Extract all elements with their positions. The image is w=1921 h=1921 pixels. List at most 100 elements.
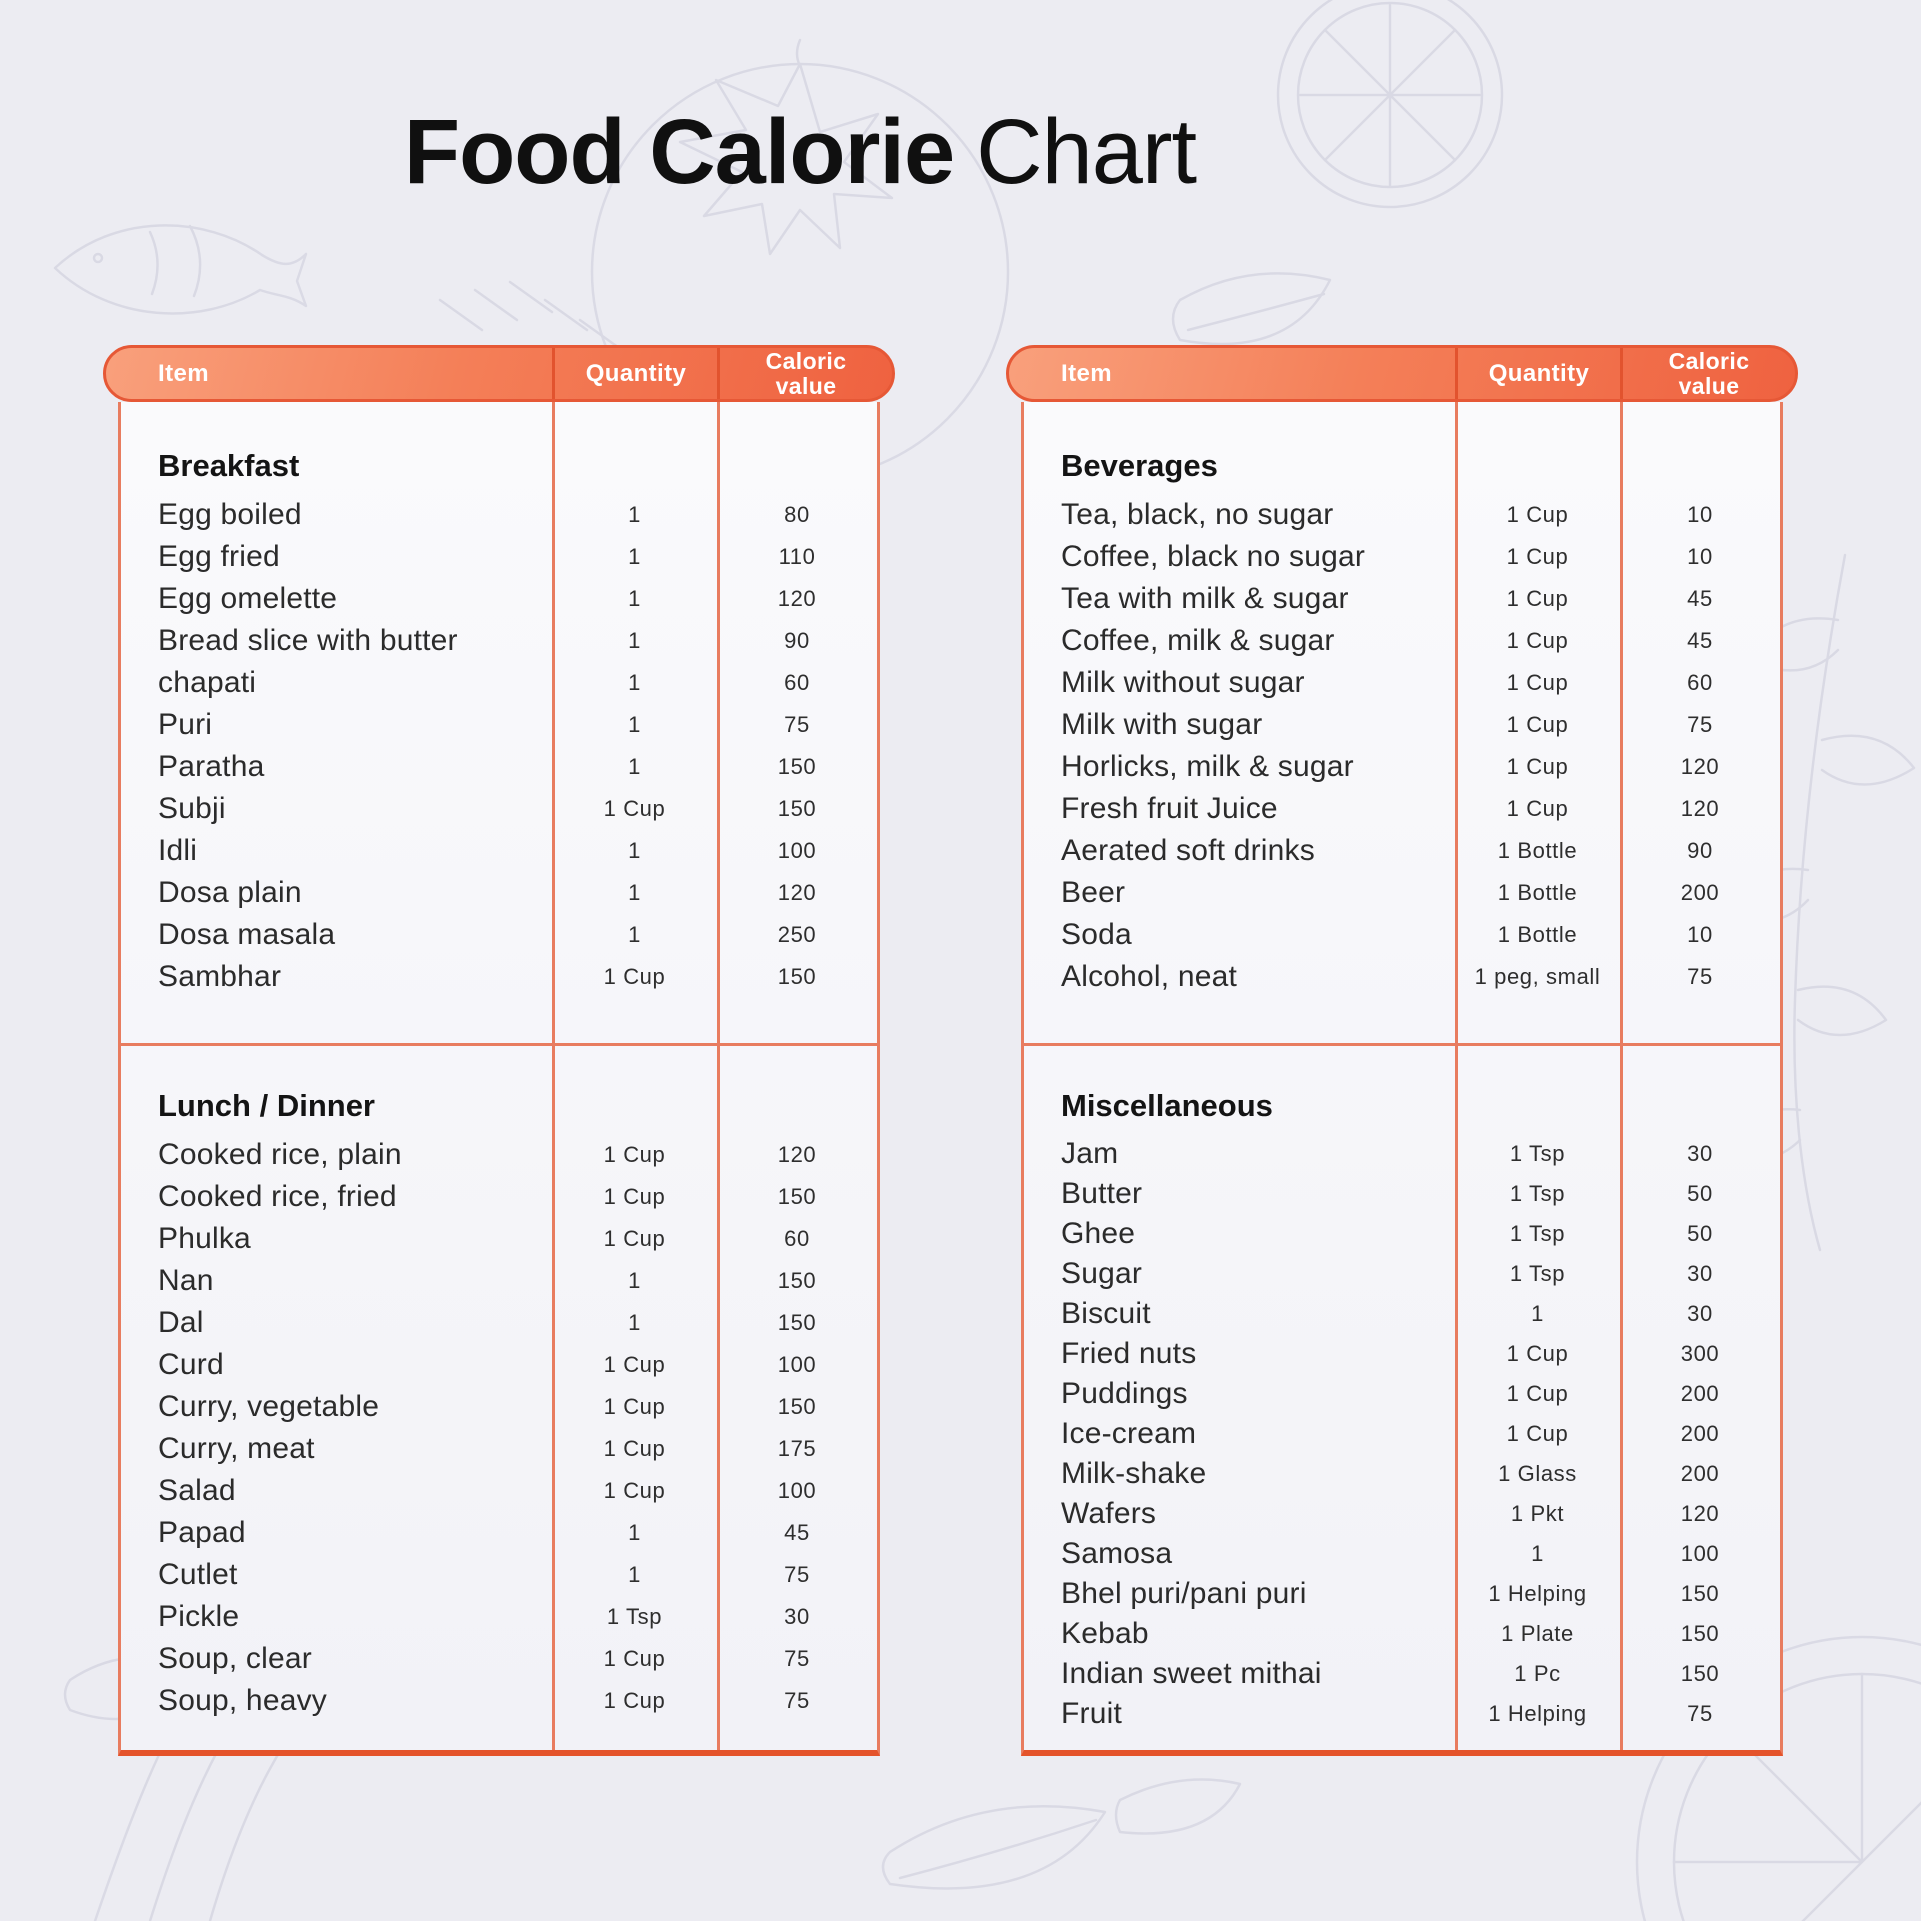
- caloric-value-cell: 120: [1680, 1501, 1720, 1526]
- quantity-cell: 1: [1531, 1541, 1544, 1566]
- column-header-quantity: Quantity: [1455, 348, 1620, 399]
- item-cell: Milk without sugar: [1061, 666, 1305, 699]
- quantity-cell: 1: [628, 544, 641, 569]
- section-heading: Lunch / Dinner: [158, 1088, 375, 1123]
- item-cell: Soup, clear: [158, 1642, 312, 1675]
- caloric-value-cell: 300: [1680, 1341, 1720, 1366]
- table-row: Bhel puri/pani puri 1 Helping 150: [1024, 1574, 1780, 1614]
- quantity-cell: 1 Pkt: [1510, 1501, 1565, 1526]
- section-heading: Miscellaneous: [1061, 1088, 1273, 1123]
- caloric-value-cell: 10: [1687, 544, 1713, 569]
- quantity-cell: 1 Cup: [1506, 1381, 1569, 1406]
- quantity-cell: 1 Cup: [603, 1352, 666, 1377]
- quantity-cell: 1 peg, small: [1474, 964, 1601, 989]
- quantity-cell: 1 Helping: [1488, 1701, 1587, 1726]
- item-cell: Salad: [158, 1474, 236, 1507]
- quantity-cell: 1 Tsp: [1509, 1181, 1566, 1206]
- fish-icon: [53, 224, 308, 315]
- caloric-value-cell: 45: [1687, 586, 1713, 611]
- item-cell: Alcohol, neat: [1061, 960, 1238, 993]
- item-cell: Indian sweet mithai: [1061, 1657, 1322, 1690]
- column-divider: [552, 402, 555, 1750]
- table-row: Sugar 1 Tsp 30: [1024, 1254, 1780, 1294]
- column-header-label: Item: [158, 359, 209, 387]
- table-row: Dal 1 150: [121, 1302, 877, 1344]
- quantity-cell: 1 Cup: [1506, 628, 1569, 653]
- caloric-value-cell: 75: [784, 1688, 810, 1713]
- table-row: Egg omelette 1 120: [121, 578, 877, 620]
- table-section-lunch-dinner: Lunch / Dinner Cooked rice, plain 1 Cup 120…: [121, 1043, 877, 1750]
- quantity-cell: 1 Cup: [603, 1646, 666, 1671]
- table-row: Milk without sugar 1 Cup 60: [1024, 662, 1780, 704]
- table-row: Cooked rice, fried 1 Cup 150: [121, 1176, 877, 1218]
- table-row: Idli 1 100: [121, 830, 877, 872]
- table-row: Subji 1 Cup 150: [121, 788, 877, 830]
- item-cell: Sambhar: [158, 960, 282, 993]
- table-row: Milk-shake 1 Glass 200: [1024, 1454, 1780, 1494]
- table-row: Aerated soft drinks 1 Bottle 90: [1024, 830, 1780, 872]
- quantity-cell: 1 Cup: [603, 1688, 666, 1713]
- item-cell: Coffee, milk & sugar: [1061, 624, 1335, 657]
- caloric-value-cell: 110: [778, 544, 816, 569]
- item-cell: Biscuit: [1061, 1297, 1151, 1330]
- caloric-value-cell: 150: [1680, 1581, 1720, 1606]
- table-row: Curd 1 Cup 100: [121, 1344, 877, 1386]
- column-header-label: Item: [1061, 359, 1112, 387]
- table-row: Papad 1 45: [121, 1512, 877, 1554]
- quantity-cell: 1 Tsp: [606, 1604, 663, 1629]
- calorie-table-right: Item Quantity Caloric value Beverages Tea, b…: [1006, 345, 1798, 1756]
- column-header-caloric-value: Caloric value: [717, 348, 892, 399]
- caloric-value-cell: 150: [777, 796, 817, 821]
- caloric-value-cell: 150: [777, 1184, 817, 1209]
- caloric-value-cell: 150: [1680, 1661, 1720, 1686]
- caloric-value-cell: 75: [784, 1562, 810, 1587]
- quantity-cell: 1: [628, 1268, 641, 1293]
- table-row: Alcohol, neat 1 peg, small 75: [1024, 956, 1780, 998]
- item-cell: Subji: [158, 792, 226, 825]
- item-cell: Aerated soft drinks: [1061, 834, 1315, 867]
- quantity-cell: 1: [628, 1520, 641, 1545]
- column-header-item: Item: [106, 348, 552, 399]
- item-cell: Phulka: [158, 1222, 251, 1255]
- table-row: Dosa masala 1 250: [121, 914, 877, 956]
- quantity-cell: 1 Cup: [603, 1184, 666, 1209]
- table-row: Nan 1 150: [121, 1260, 877, 1302]
- caloric-value-cell: 60: [784, 670, 810, 695]
- leaf-icon-bottom: [881, 1778, 1242, 1890]
- item-cell: Jam: [1061, 1137, 1119, 1170]
- quantity-cell: 1 Cup: [603, 796, 666, 821]
- item-cell: Cooked rice, plain: [158, 1138, 402, 1171]
- table-row: Kebab 1 Plate 150: [1024, 1614, 1780, 1654]
- item-cell: Idli: [158, 834, 198, 867]
- quantity-cell: 1: [628, 586, 641, 611]
- quantity-cell: 1 Bottle: [1497, 880, 1578, 905]
- column-header-caloric-value: Caloric value: [1620, 348, 1795, 399]
- caloric-value-cell: 150: [777, 1310, 817, 1335]
- quantity-cell: 1 Tsp: [1509, 1141, 1566, 1166]
- caloric-value-cell: 30: [1687, 1301, 1713, 1326]
- quantity-cell: 1 Cup: [1506, 586, 1569, 611]
- table-row: Egg boiled 1 80: [121, 494, 877, 536]
- quantity-cell: 1 Tsp: [1509, 1221, 1566, 1246]
- item-cell: Papad: [158, 1516, 246, 1549]
- table-row: Cutlet 1 75: [121, 1554, 877, 1596]
- table-row: Tea with milk & sugar 1 Cup 45: [1024, 578, 1780, 620]
- caloric-value-cell: 50: [1687, 1221, 1713, 1246]
- caloric-value-cell: 120: [1680, 796, 1720, 821]
- item-cell: Milk with sugar: [1061, 708, 1263, 741]
- table-row: Curry, meat 1 Cup 175: [121, 1428, 877, 1470]
- quantity-cell: 1 Cup: [1506, 796, 1569, 821]
- leaf-icon: [1171, 272, 1332, 346]
- quantity-cell: 1 Cup: [1506, 1341, 1569, 1366]
- item-cell: Curry, vegetable: [158, 1390, 380, 1423]
- quantity-cell: 1 Plate: [1501, 1621, 1574, 1646]
- item-cell: Tea with milk & sugar: [1061, 582, 1349, 615]
- table-row: Coffee, milk & sugar 1 Cup 45: [1024, 620, 1780, 662]
- calorie-table-left: Item Quantity Caloric value Breakfast Egg bo…: [103, 345, 895, 1756]
- item-cell: Coffee, black no sugar: [1061, 540, 1366, 573]
- quantity-cell: 1: [628, 1310, 641, 1335]
- caloric-value-cell: 150: [1680, 1621, 1720, 1646]
- quantity-cell: 1 Cup: [1506, 1421, 1569, 1446]
- item-cell: Puri: [158, 708, 213, 741]
